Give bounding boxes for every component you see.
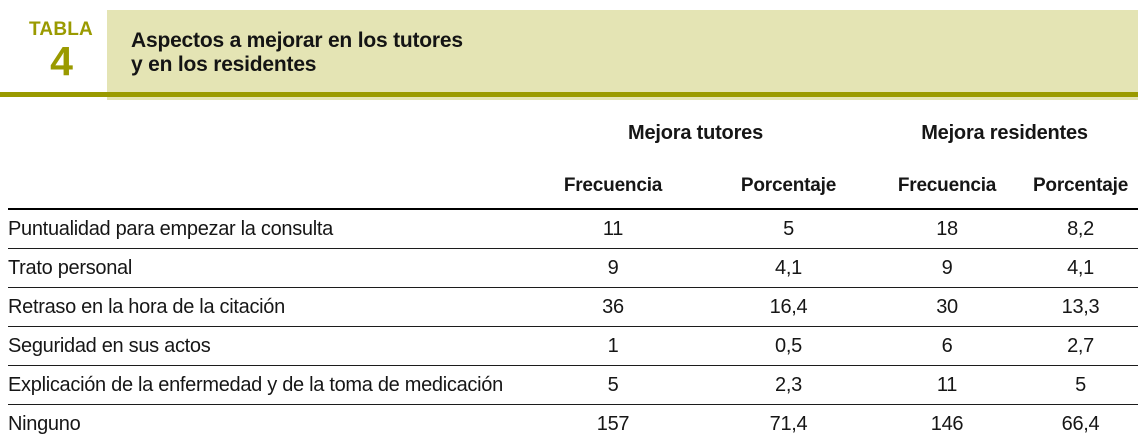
table-row: Explicación de la enfermedad y de la tom… xyxy=(8,365,1139,405)
cell-value: 146 xyxy=(871,404,1024,443)
column-header-frecuencia-tutores: Frecuencia xyxy=(520,155,706,210)
cell-value: 16,4 xyxy=(706,287,872,327)
column-header-porcentaje-residentes: Porcentaje xyxy=(1023,155,1139,210)
cell-value: 4,1 xyxy=(1023,248,1139,288)
row-label: Retraso en la hora de la citación xyxy=(8,287,520,327)
cell-value: 18 xyxy=(871,209,1024,249)
row-label: Trato personal xyxy=(8,248,520,288)
row-label: Ninguno xyxy=(8,404,520,443)
table-header: TABLA 4 Aspectos a mejorar en los tutore… xyxy=(0,0,1148,100)
table-title-line1: Aspectos a mejorar en los tutores xyxy=(131,29,463,52)
column-header-porcentaje-tutores: Porcentaje xyxy=(706,155,872,210)
cell-value: 157 xyxy=(520,404,706,443)
cell-value: 11 xyxy=(520,209,706,249)
group-header-row: Mejora tutores Mejora residentes xyxy=(8,100,1138,155)
cell-value: 13,3 xyxy=(1023,287,1139,327)
cell-value: 9 xyxy=(871,248,1024,288)
cell-value: 66,4 xyxy=(1023,404,1139,443)
row-label: Puntualidad para empezar la consulta xyxy=(8,209,520,249)
group-header-tutores: Mejora tutores xyxy=(628,122,764,144)
table-caption: TABLA 4 xyxy=(18,20,104,82)
row-label: Seguridad en sus actos xyxy=(8,326,520,366)
row-label: Explicación de la enfermedad y de la tom… xyxy=(8,365,520,405)
table-row: Puntualidad para empezar la consulta 11 … xyxy=(8,209,1139,249)
table-row: Ninguno 157 71,4 146 66,4 xyxy=(8,404,1139,443)
group-header-residentes: Mejora residentes xyxy=(921,122,1088,144)
cell-value: 36 xyxy=(520,287,706,327)
cell-value: 9 xyxy=(520,248,706,288)
table-row: Seguridad en sus actos 1 0,5 6 2,7 xyxy=(8,326,1139,366)
cell-value: 1 xyxy=(520,326,706,366)
table-row: Trato personal 9 4,1 9 4,1 xyxy=(8,248,1139,288)
column-header-frecuencia-residentes: Frecuencia xyxy=(871,155,1024,210)
cell-value: 11 xyxy=(871,365,1024,405)
cell-value: 30 xyxy=(871,287,1024,327)
cell-value: 5 xyxy=(706,209,872,249)
table-title: Aspectos a mejorar en los tutores y en l… xyxy=(107,10,1138,77)
table-caption-number: 4 xyxy=(50,38,73,84)
cell-value: 5 xyxy=(520,365,706,405)
table-row: Retraso en la hora de la citación 36 16,… xyxy=(8,287,1139,327)
column-header-row: Frecuencia Porcentaje Frecuencia Porcent… xyxy=(8,155,1139,210)
cell-value: 0,5 xyxy=(706,326,872,366)
cell-value: 6 xyxy=(871,326,1024,366)
table-caption-word: TABLA xyxy=(29,19,93,40)
table-title-line2: y en los residentes xyxy=(131,53,317,76)
cell-value: 2,7 xyxy=(1023,326,1139,366)
cell-value: 5 xyxy=(1023,365,1139,405)
cell-value: 2,3 xyxy=(706,365,872,405)
header-rule xyxy=(0,92,1138,97)
data-table: Mejora tutores Mejora residentes Frecuen… xyxy=(8,100,1139,443)
cell-value: 4,1 xyxy=(706,248,872,288)
cell-value: 71,4 xyxy=(706,404,872,443)
data-table-container: Mejora tutores Mejora residentes Frecuen… xyxy=(8,100,1139,443)
cell-value: 8,2 xyxy=(1023,209,1139,249)
title-banner: Aspectos a mejorar en los tutores y en l… xyxy=(107,10,1138,100)
corner-spacer xyxy=(8,100,520,155)
corner-spacer xyxy=(8,155,520,210)
